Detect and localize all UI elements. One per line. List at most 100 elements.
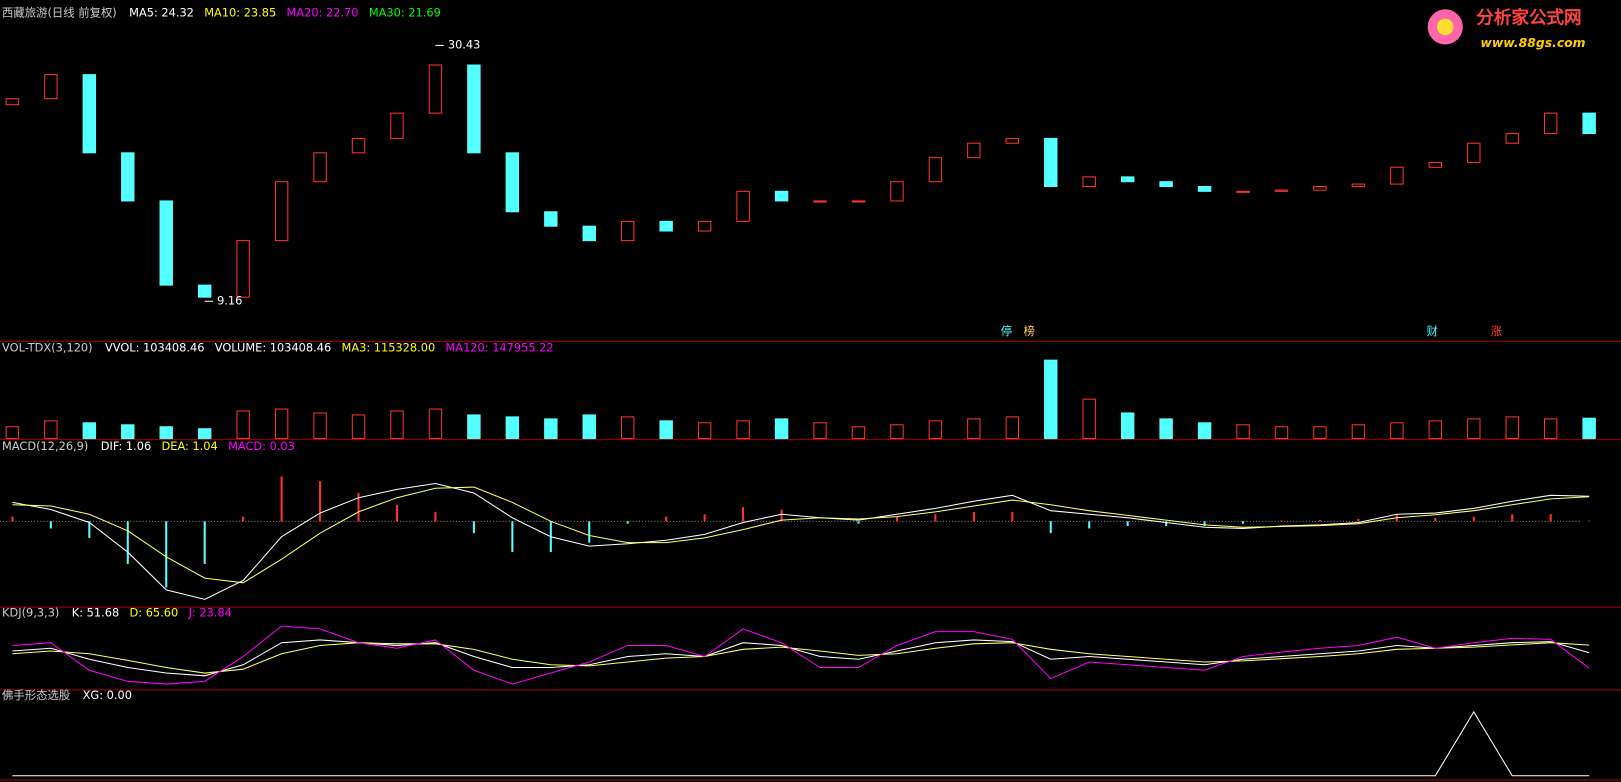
candle (1082, 176, 1096, 188)
candle (44, 74, 58, 100)
volume-bar (1159, 418, 1173, 440)
volume-bar (1390, 422, 1404, 440)
marker: 涨 (1491, 324, 1502, 338)
volume-bar (1044, 359, 1058, 440)
volume-bar (736, 420, 750, 440)
legend-entry: MACD: 0.03 (228, 439, 295, 453)
legend-entry: MA10: 23.85 (204, 5, 276, 19)
volume-bar (1467, 418, 1481, 440)
candle (1505, 133, 1519, 144)
volume-bar (1505, 416, 1519, 440)
volume-bar (121, 424, 135, 440)
legend-entry: MA20: 22.70 (287, 5, 359, 19)
candle (428, 64, 443, 114)
legend-entry: VVOL: 103408.46 (105, 341, 204, 355)
candle (197, 284, 212, 298)
candle (544, 211, 558, 227)
legend-entry: MA120: 147955.22 (446, 341, 554, 355)
volume-bar (851, 426, 866, 440)
volume-bar (313, 412, 327, 440)
series-line (12, 639, 1590, 677)
volume-bar (428, 408, 443, 440)
candle (1274, 189, 1289, 192)
candle (1313, 185, 1327, 191)
legend-entry: VOLUME: 103408.46 (215, 341, 331, 355)
volume-bar (813, 422, 827, 440)
candle (1044, 137, 1058, 188)
series-line (12, 486, 1590, 584)
volume-bar (544, 418, 558, 440)
volume-bar (1428, 420, 1443, 440)
candle (736, 190, 750, 222)
candle (1390, 166, 1404, 185)
panel-title: 西藏旅游(日线 前复权) (2, 5, 117, 19)
candle (236, 240, 250, 298)
candle (82, 74, 97, 154)
candle (1543, 112, 1558, 135)
volume-bar (1351, 424, 1366, 440)
legend-entry: K: 51.68 (72, 605, 119, 619)
legend-entry: MA30: 21.69 (369, 5, 441, 19)
volume-bar (505, 416, 520, 440)
logo: 分析家公式网 www.88gs.com (1427, 8, 1586, 50)
candle (1428, 161, 1443, 168)
volume-bar (159, 426, 173, 440)
volume-bar (82, 422, 97, 440)
candle (967, 142, 981, 159)
volume-bar (928, 420, 943, 440)
candle (467, 64, 481, 154)
volume-bar (1005, 416, 1020, 440)
volume-bar (5, 426, 20, 440)
panel-title: VOL-TDX(3,120) (2, 341, 93, 355)
candle (659, 220, 673, 232)
series-line (12, 625, 1590, 685)
volume-bar (1543, 418, 1558, 440)
volume-bar (1313, 426, 1327, 440)
marker: 财 (1427, 324, 1438, 338)
series-line (12, 642, 1590, 674)
candle (274, 181, 289, 242)
volume-bar (1582, 417, 1596, 440)
volume-bar (236, 410, 250, 440)
panel-borders (0, 340, 1621, 781)
volume-bar (967, 418, 981, 440)
panel-title: KDJ(9,3,3) (2, 605, 59, 619)
candle (390, 112, 404, 139)
logo-url: www.88gs.com (1480, 35, 1585, 50)
volume-bar (1197, 422, 1212, 440)
candle (1467, 142, 1481, 163)
marker: 停 (1001, 324, 1012, 338)
candle (1351, 183, 1366, 188)
volume-bar (351, 414, 366, 440)
candle (813, 200, 827, 203)
candle (928, 157, 943, 183)
volume-bar (44, 420, 58, 440)
candle (351, 137, 366, 154)
volume-bar (467, 414, 481, 440)
candle (697, 220, 712, 232)
candle (1159, 181, 1173, 188)
candle (582, 225, 596, 242)
candle (313, 152, 327, 183)
legend-entry: MA3: 115328.00 (342, 341, 436, 355)
volume-bar (1236, 424, 1250, 440)
volume-bar (621, 416, 635, 440)
high-label: 30.43 (448, 37, 481, 51)
legend-entry: D: 65.60 (130, 605, 179, 619)
volume-bar (659, 420, 673, 440)
candle (890, 181, 904, 202)
low-label: 9.16 (217, 293, 242, 307)
candle (1120, 176, 1135, 183)
candle (159, 200, 173, 286)
candle (505, 152, 520, 213)
logo-name: 分析家公式网 (1476, 8, 1581, 29)
marker: 榜 (1023, 324, 1034, 338)
candle (1005, 137, 1020, 144)
legend-entry: XG: 0.00 (83, 688, 132, 702)
volume-bar (1274, 426, 1289, 440)
volume-bar (197, 428, 212, 440)
candle (1582, 112, 1596, 135)
volume-bar (1120, 412, 1135, 440)
